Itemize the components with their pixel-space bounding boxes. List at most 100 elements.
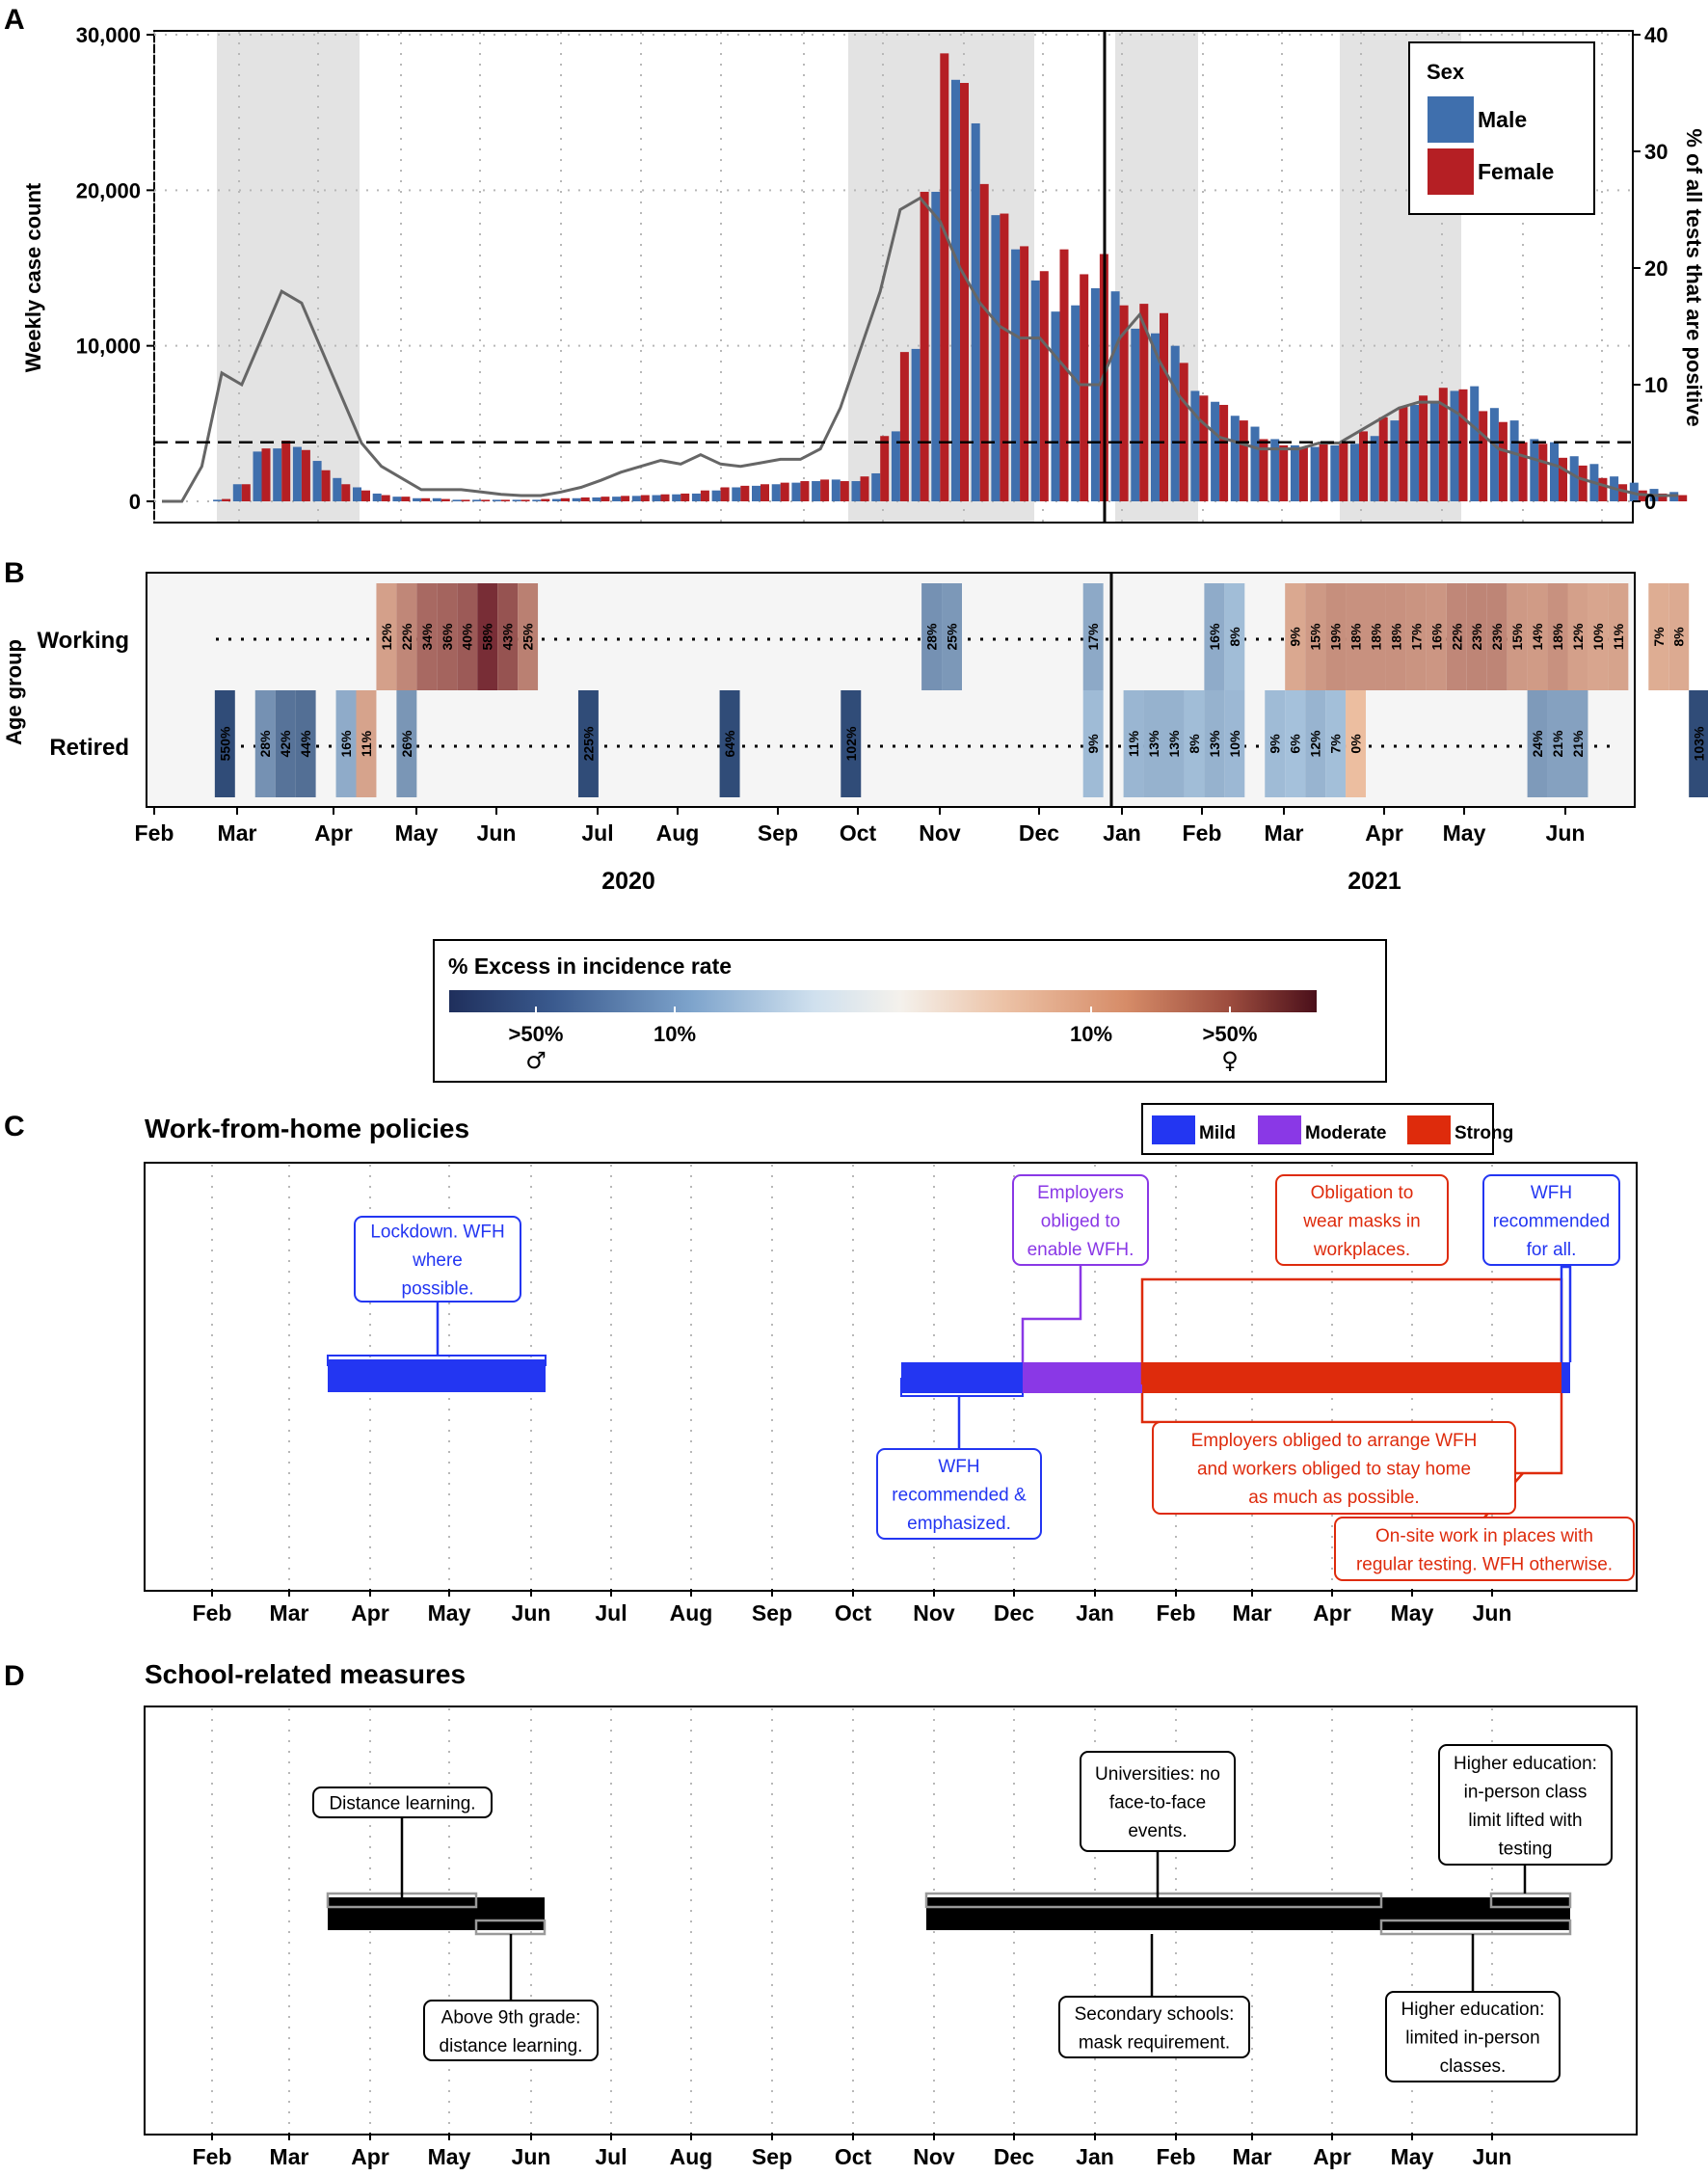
- month-label: Feb: [193, 1600, 232, 1625]
- working-cell: [921, 583, 943, 690]
- male-bar: [273, 448, 282, 501]
- female-bar: [740, 485, 750, 501]
- male-bar: [253, 451, 262, 501]
- working-cell-label: 34%: [419, 623, 435, 651]
- retired-cell: [1163, 690, 1185, 797]
- female-bar: [1000, 213, 1009, 502]
- annotation-higher-ed-limit-lifted-text: limit lifted with: [1468, 1811, 1582, 1831]
- month-label: Oct: [835, 2144, 872, 2169]
- working-cell: [376, 583, 397, 690]
- female-bar: [700, 490, 709, 501]
- male-bar: [1350, 443, 1359, 501]
- retired-cell-label: 7%: [1328, 734, 1344, 754]
- annotation-employers-enable-wfh-text: enable WFH.: [1027, 1240, 1134, 1260]
- annotation-secondary-masks-box: [1058, 1996, 1250, 2058]
- female-symbol-icon: ♀: [1221, 1047, 1239, 1074]
- male-bar: [1550, 442, 1559, 501]
- female-bar: [1319, 443, 1328, 501]
- female-bar: [1279, 444, 1289, 501]
- working-cell-label: 8%: [1671, 627, 1687, 647]
- female-bar: [660, 494, 670, 501]
- male-bar: [1429, 401, 1439, 501]
- male-bar: [512, 499, 521, 501]
- working-cell: [1466, 583, 1487, 690]
- female-bar: [1080, 274, 1089, 501]
- month-label: Jul: [595, 1600, 627, 1625]
- male-bar: [1509, 420, 1519, 501]
- working-cell-label: 19%: [1328, 623, 1344, 651]
- month-label: Jun: [1473, 2144, 1512, 2169]
- working-cell-label: 18%: [1368, 623, 1383, 651]
- female-bar: [860, 476, 869, 501]
- male-bar: [652, 495, 661, 501]
- retired-cell-label: 24%: [1530, 730, 1545, 758]
- working-cell: [1285, 583, 1306, 690]
- month-label: Jun: [512, 1600, 551, 1625]
- female-bar: [1179, 363, 1188, 501]
- male-bar: [732, 487, 741, 501]
- row-label-working: Working: [37, 628, 129, 654]
- annotation-higher-ed-limited-classes-text: classes.: [1440, 2056, 1507, 2077]
- legend-swatch-mild: [1152, 1115, 1195, 1144]
- month-label: Jun: [512, 2144, 551, 2169]
- female-bar: [761, 484, 769, 501]
- annotation-onsite-testing-text: regular testing. WFH otherwise.: [1356, 1554, 1613, 1574]
- annotation-secondary-masks-text: mask requirement.: [1079, 2032, 1230, 2053]
- female-bar: [261, 448, 271, 501]
- male-bar: [432, 497, 441, 501]
- male-bar: [1011, 249, 1021, 501]
- legend-title: Sex: [1427, 60, 1465, 84]
- annotation-higher-ed-limit-lifted-text: in-person class: [1464, 1782, 1588, 1802]
- female-bar: [1498, 421, 1508, 501]
- working-cell: [518, 583, 539, 690]
- retired-cell: [577, 690, 599, 797]
- retired-cell: [254, 690, 276, 797]
- working-cell: [1668, 583, 1690, 690]
- retired-cell-label: 550%: [217, 726, 232, 761]
- male-bar: [891, 431, 900, 501]
- y-right-tick-label: 10: [1644, 373, 1668, 397]
- female-bar: [1438, 388, 1448, 501]
- male-bar: [1330, 444, 1340, 501]
- female-bar: [940, 53, 949, 502]
- working-cell: [396, 583, 417, 690]
- working-cell: [1446, 583, 1467, 690]
- month-label: May: [1443, 820, 1486, 846]
- working-cell-label: 14%: [1530, 623, 1545, 651]
- female-bar: [241, 484, 251, 501]
- working-cell: [1082, 583, 1104, 690]
- month-label: Oct: [835, 1600, 872, 1625]
- male-bar: [812, 481, 821, 501]
- retired-cell: [1305, 690, 1326, 797]
- month-label: Sep: [752, 2144, 792, 2169]
- month-label: May: [1391, 1600, 1434, 1625]
- working-cell-label: 22%: [399, 623, 414, 651]
- annotation-onsite-testing-box: [1334, 1517, 1635, 1581]
- female-bar: [281, 441, 291, 501]
- employers-enable-wfh-bar: [1023, 1362, 1142, 1393]
- row-label-retired: Retired: [49, 735, 129, 761]
- annotation-universities-no-events-text: Universities: no: [1095, 1764, 1220, 1785]
- retired-cell-label: 26%: [399, 730, 414, 758]
- retired-cell-label: 44%: [298, 730, 313, 758]
- percent-positive-line: [162, 196, 1679, 503]
- working-cell-label: 43%: [500, 623, 516, 651]
- working-cell: [1567, 583, 1588, 690]
- female-bar: [820, 479, 830, 501]
- annotation-universities-no-events-box: [1080, 1751, 1236, 1852]
- male-bar: [1090, 287, 1100, 501]
- panel-a-letter: A: [4, 4, 25, 36]
- distance-learning-bar: [328, 1897, 545, 1930]
- working-cell: [942, 583, 962, 690]
- month-label: Mar: [1265, 820, 1304, 846]
- retired-cell: [1527, 690, 1548, 797]
- retired-cell-label: 12%: [1308, 730, 1323, 758]
- male-bar: [771, 484, 781, 501]
- male-bar: [831, 479, 841, 501]
- female-bar: [720, 487, 730, 501]
- working-cell-label: 16%: [1207, 623, 1222, 651]
- female-bar: [1518, 442, 1528, 501]
- female-bar: [1259, 439, 1268, 501]
- working-cell-label: 40%: [460, 623, 475, 651]
- working-cell-label: 28%: [924, 623, 940, 651]
